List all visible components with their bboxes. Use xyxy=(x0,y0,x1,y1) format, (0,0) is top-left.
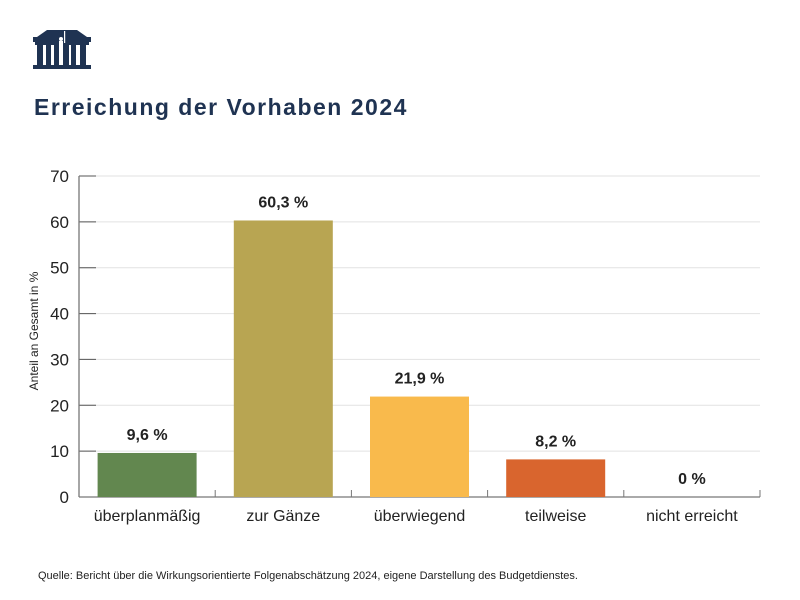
y-tick-label: 40 xyxy=(50,305,69,324)
parliament-building-icon xyxy=(33,30,91,69)
y-tick-label: 30 xyxy=(50,350,69,369)
category-label: überwiegend xyxy=(374,508,466,525)
bar-2 xyxy=(370,396,469,497)
category-label: zur Gänze xyxy=(246,508,320,525)
y-tick-label: 60 xyxy=(50,213,69,232)
bar-3 xyxy=(506,459,606,497)
category-label: überplanmäßig xyxy=(94,508,201,525)
data-label: 0 % xyxy=(678,471,706,488)
y-axis-label: Anteil an Gesamt in % xyxy=(27,271,41,390)
y-tick-label: 50 xyxy=(50,259,69,278)
y-tick-label: 70 xyxy=(50,167,69,186)
category-label: teilweise xyxy=(525,508,586,525)
bar-0 xyxy=(97,452,197,497)
data-label: 21,9 % xyxy=(395,371,445,388)
category-label: nicht erreicht xyxy=(646,508,738,525)
chart-title: Erreichung der Vorhaben 2024 xyxy=(34,94,408,120)
data-label: 60,3 % xyxy=(258,194,308,211)
y-tick-label: 20 xyxy=(50,396,69,415)
y-tick-label: 10 xyxy=(50,442,69,461)
parliament-logo xyxy=(33,27,91,74)
source-note: Quelle: Bericht über die Wirkungsorienti… xyxy=(38,570,578,582)
bar-1 xyxy=(233,220,333,497)
data-label: 8,2 % xyxy=(535,433,576,450)
y-tick-label: 0 xyxy=(60,488,69,507)
data-label: 9,6 % xyxy=(127,427,168,444)
